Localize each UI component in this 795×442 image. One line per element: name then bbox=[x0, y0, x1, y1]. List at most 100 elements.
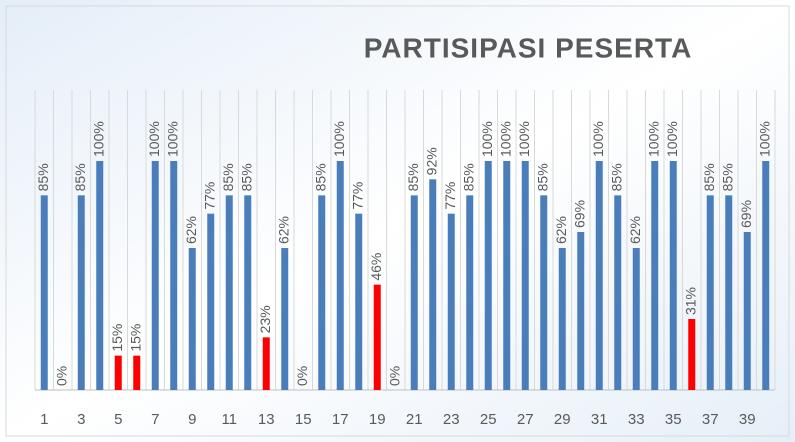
bar bbox=[188, 248, 196, 390]
data-label: 46% bbox=[368, 253, 384, 281]
data-label: 85% bbox=[72, 163, 88, 191]
x-tick-label: 31 bbox=[591, 411, 608, 428]
bar bbox=[170, 161, 178, 390]
bar bbox=[558, 248, 566, 390]
data-label: 77% bbox=[442, 182, 458, 210]
bar bbox=[447, 213, 455, 390]
x-tick-label: 39 bbox=[739, 411, 756, 428]
bar bbox=[207, 213, 215, 390]
data-label: 77% bbox=[349, 182, 365, 210]
data-label: 31% bbox=[682, 287, 698, 315]
x-tick-label: 23 bbox=[443, 411, 460, 428]
data-label: 85% bbox=[701, 163, 717, 191]
data-label: 85% bbox=[405, 163, 421, 191]
data-label: 77% bbox=[201, 182, 217, 210]
data-label: 85% bbox=[608, 163, 624, 191]
data-label: 0% bbox=[386, 366, 402, 386]
data-label: 100% bbox=[90, 121, 106, 157]
data-label: 100% bbox=[645, 121, 661, 157]
x-tick-label: 1 bbox=[40, 411, 48, 428]
bar bbox=[762, 161, 770, 390]
bar bbox=[503, 161, 511, 390]
x-tick-label: 29 bbox=[554, 411, 571, 428]
data-label: 85% bbox=[534, 163, 550, 191]
bar bbox=[651, 161, 659, 390]
bar bbox=[373, 284, 381, 390]
chart-title: PARTISIPASI PESERTA bbox=[364, 32, 693, 63]
data-label: 85% bbox=[238, 163, 254, 191]
data-label: 100% bbox=[479, 121, 495, 157]
x-tick-label: 11 bbox=[221, 411, 237, 428]
data-label: 85% bbox=[35, 163, 51, 191]
bar bbox=[632, 248, 640, 390]
data-label: 85% bbox=[719, 163, 735, 191]
data-label: 15% bbox=[127, 324, 143, 352]
data-label: 85% bbox=[312, 163, 328, 191]
bar bbox=[355, 213, 363, 390]
bar bbox=[225, 195, 233, 390]
bar bbox=[96, 161, 104, 390]
bar bbox=[706, 195, 714, 390]
x-tick-label: 3 bbox=[77, 411, 85, 428]
x-tick-label: 35 bbox=[665, 411, 682, 428]
x-tick-label: 5 bbox=[114, 411, 122, 428]
data-label: 23% bbox=[257, 305, 273, 333]
bar bbox=[429, 179, 437, 390]
bar bbox=[77, 195, 85, 390]
chart-border bbox=[5, 5, 790, 437]
bar bbox=[40, 195, 48, 390]
data-label: 0% bbox=[294, 366, 310, 386]
bar bbox=[669, 161, 677, 390]
x-tick-label: 37 bbox=[702, 411, 719, 428]
data-label: 62% bbox=[553, 216, 569, 244]
x-tick-label: 7 bbox=[151, 411, 159, 428]
data-label: 85% bbox=[220, 163, 236, 191]
x-tick-label: 21 bbox=[406, 411, 423, 428]
bar bbox=[466, 195, 474, 390]
bar bbox=[114, 355, 122, 390]
bar bbox=[540, 195, 548, 390]
bar bbox=[484, 161, 492, 390]
x-tick-label: 17 bbox=[332, 411, 349, 428]
bar bbox=[577, 231, 585, 390]
x-tick-label: 13 bbox=[258, 411, 275, 428]
data-label: 62% bbox=[183, 216, 199, 244]
bar bbox=[743, 231, 751, 390]
x-tick-label: 15 bbox=[295, 411, 312, 428]
bar bbox=[688, 319, 696, 390]
bar bbox=[318, 195, 326, 390]
bar bbox=[614, 195, 622, 390]
bar bbox=[244, 195, 252, 390]
data-label: 100% bbox=[664, 121, 680, 157]
data-label: 100% bbox=[590, 121, 606, 157]
data-label: 85% bbox=[460, 163, 476, 191]
bar bbox=[410, 195, 418, 390]
x-tick-label: 25 bbox=[480, 411, 497, 428]
bar bbox=[595, 161, 603, 390]
data-label: 100% bbox=[164, 121, 180, 157]
x-tick-label: 33 bbox=[628, 411, 645, 428]
data-label: 100% bbox=[146, 121, 162, 157]
data-label: 100% bbox=[331, 121, 347, 157]
data-label: 15% bbox=[109, 324, 125, 352]
bar bbox=[133, 355, 141, 390]
data-label: 0% bbox=[53, 366, 69, 386]
data-label: 62% bbox=[275, 216, 291, 244]
data-label: 100% bbox=[497, 121, 513, 157]
data-label: 100% bbox=[516, 121, 532, 157]
x-tick-label: 19 bbox=[369, 411, 386, 428]
data-label: 62% bbox=[627, 216, 643, 244]
x-tick-label: 9 bbox=[188, 411, 196, 428]
data-label: 69% bbox=[571, 200, 587, 228]
bar bbox=[151, 161, 159, 390]
data-label: 69% bbox=[738, 200, 754, 228]
bar bbox=[725, 195, 733, 390]
data-label: 100% bbox=[756, 121, 772, 157]
bar bbox=[336, 161, 344, 390]
bar bbox=[521, 161, 529, 390]
x-tick-label: 27 bbox=[517, 411, 534, 428]
data-label: 92% bbox=[423, 147, 439, 175]
bar bbox=[262, 337, 270, 390]
